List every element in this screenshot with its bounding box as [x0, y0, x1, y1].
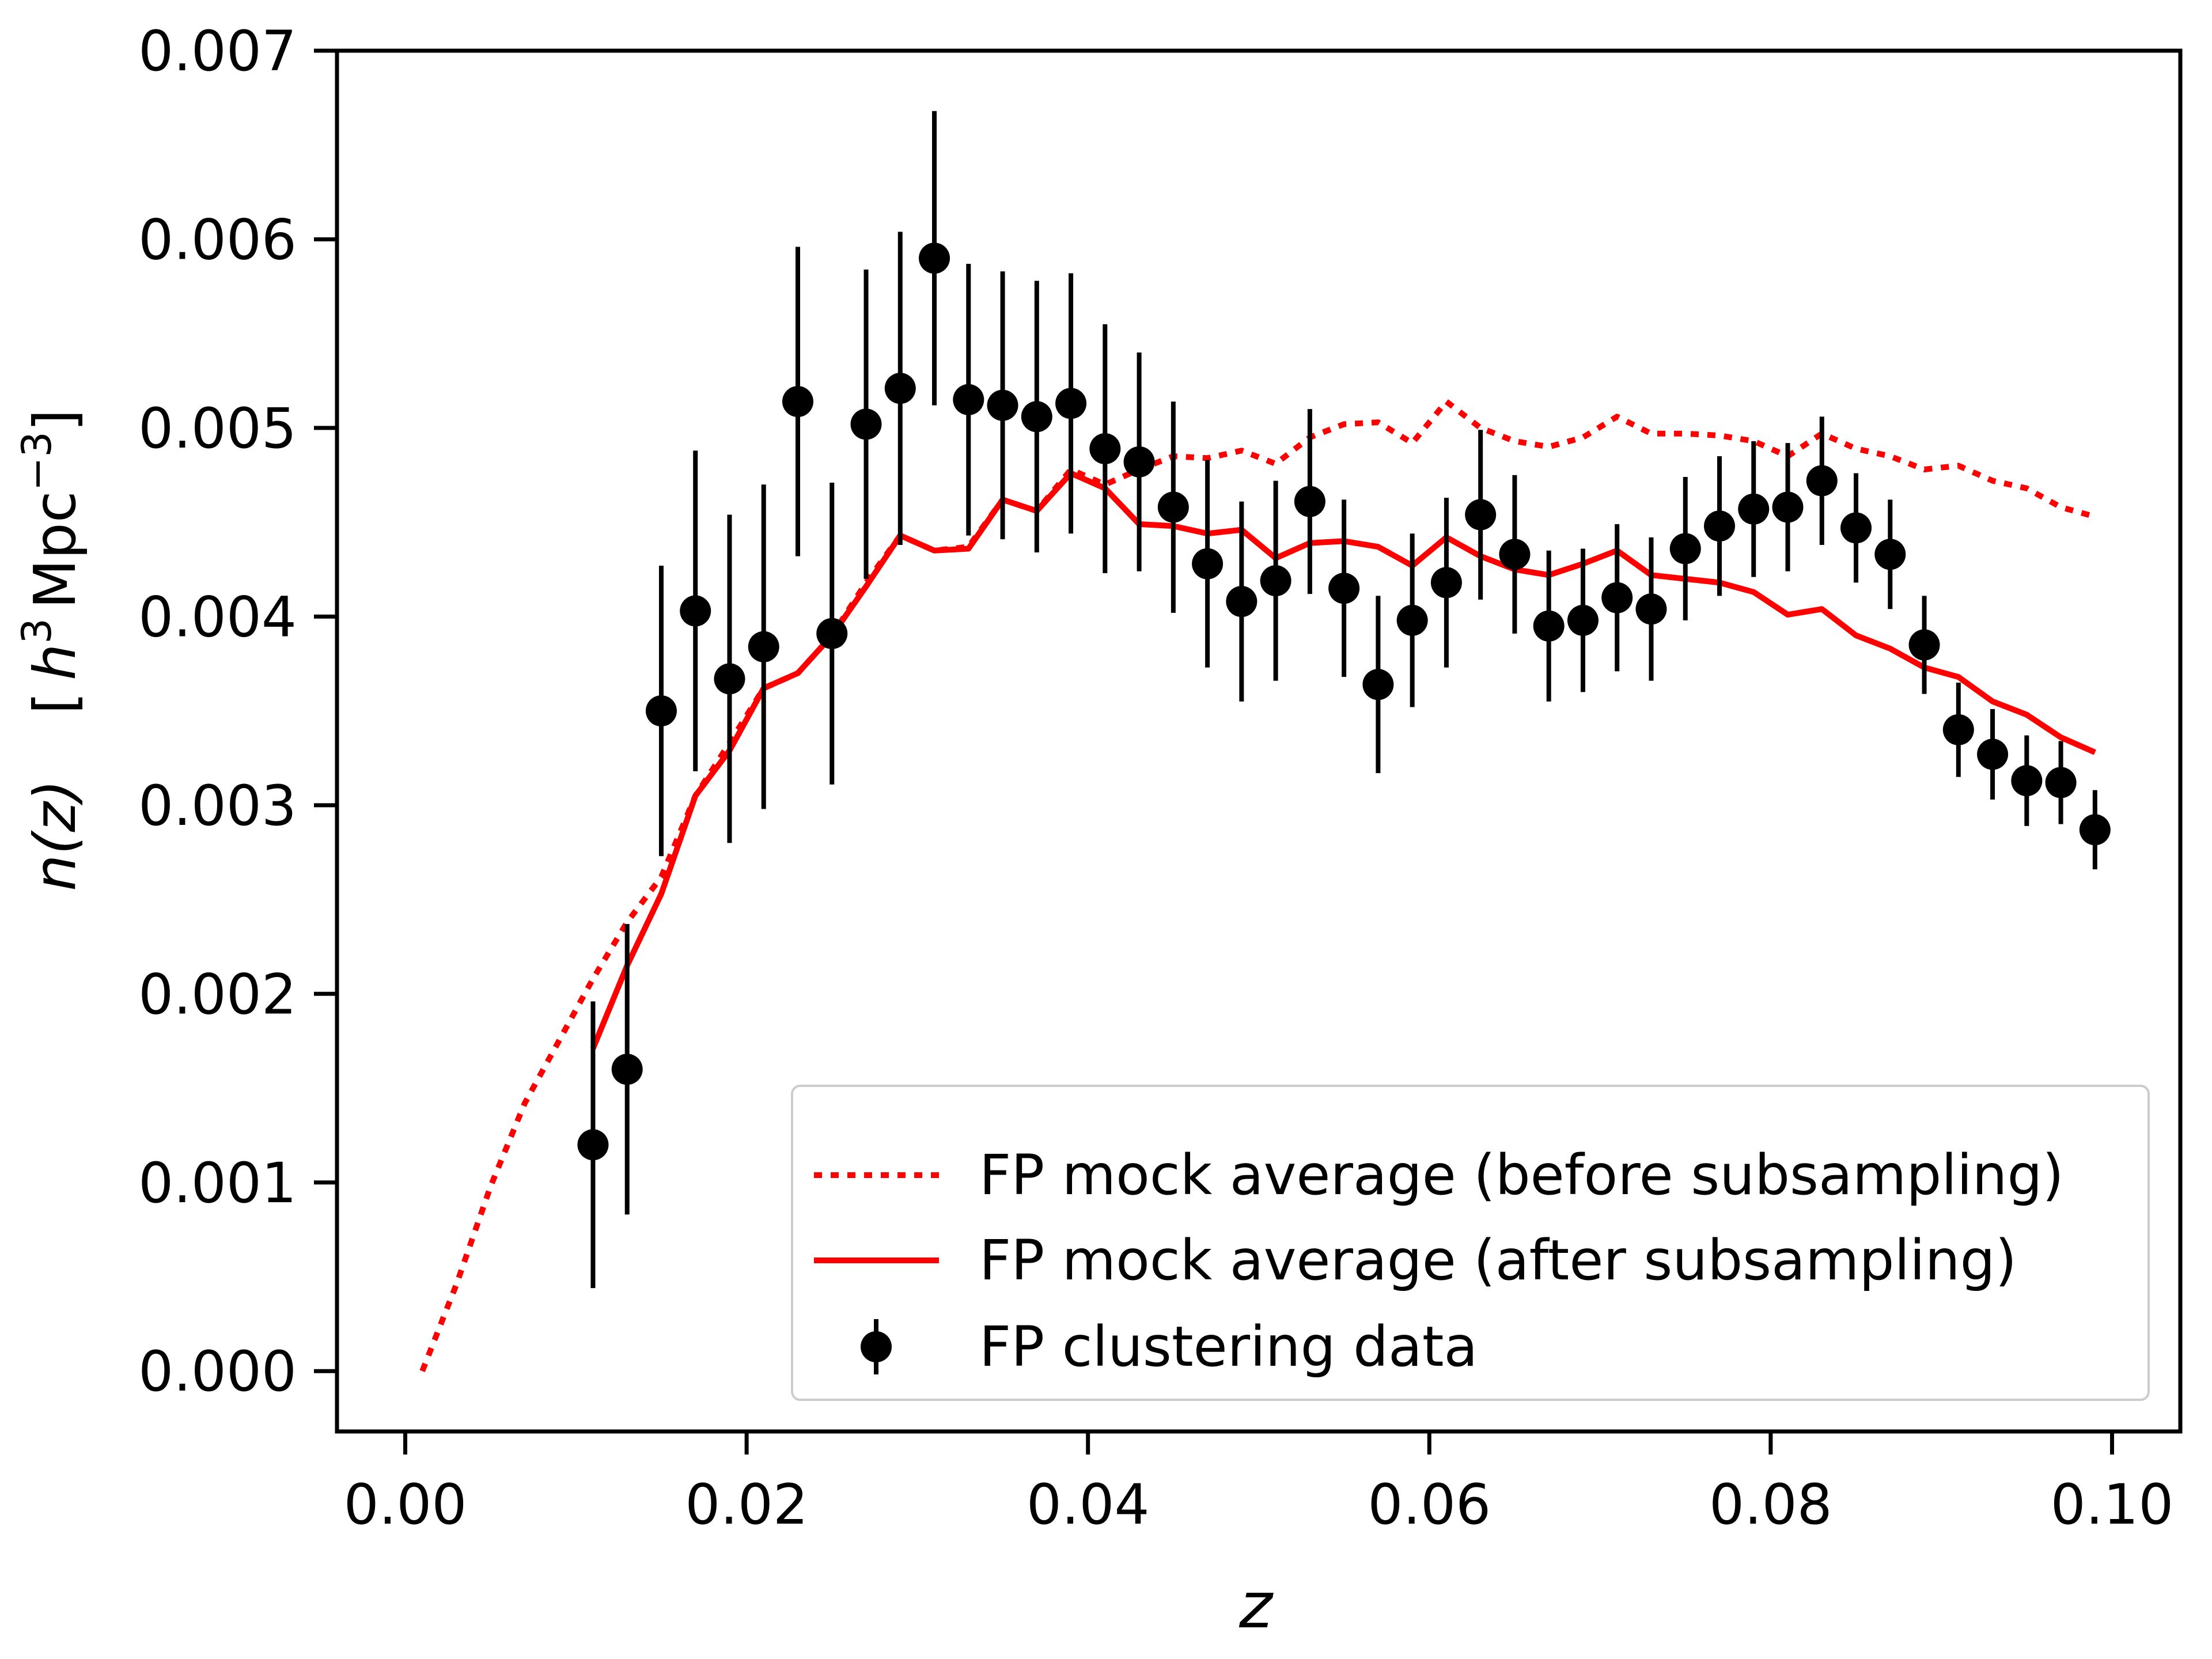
y-unit-h: h: [21, 644, 89, 680]
x-tick-label: 0.04: [1027, 1472, 1150, 1537]
legend-label-before: FP mock average (before subsampling): [979, 1143, 2064, 1207]
axes-frame: [335, 48, 2183, 1434]
legend-box: [791, 1085, 2150, 1401]
y-axis-title-main: n(z): [21, 779, 89, 891]
data-point: [1942, 714, 1974, 745]
y-unit-open: [: [21, 692, 89, 714]
data-point: [1840, 512, 1872, 544]
data-point: [816, 618, 848, 649]
data-point: [1465, 499, 1497, 531]
legend: FP mock average (before subsampling) FP …: [791, 1085, 2150, 1401]
data-point: [1704, 510, 1735, 542]
x-tick-label: 0.02: [685, 1472, 808, 1537]
data-point: [1089, 433, 1121, 464]
x-tick-label: 0.08: [1709, 1472, 1832, 1537]
y-tick-label: 0.001: [138, 1151, 297, 1215]
data-point: [1977, 738, 2009, 770]
data-point: [645, 695, 677, 727]
y-unit-close: ]: [21, 409, 89, 431]
data-point: [1601, 582, 1633, 613]
data-point: [1157, 491, 1189, 523]
y-tick-label: 0.004: [138, 585, 297, 649]
y-axis: 0.000 0.001 0.002 0.003 0.004 0.005 0.006 0.007: [138, 19, 337, 1404]
data-point: [884, 373, 916, 404]
data-point: [1669, 533, 1701, 565]
y-unit-h-exp: 3: [13, 618, 60, 644]
data-point: [1021, 401, 1052, 433]
y-axis-title: n(z) [ h3 Mpc−3]: [13, 409, 89, 891]
x-axis: 0.00 0.02 0.04 0.06 0.08 0.10: [344, 1431, 2174, 1537]
legend-label-data: FP clustering data: [979, 1315, 1478, 1379]
data-point: [1396, 604, 1428, 636]
data-point: [1874, 539, 1906, 570]
data-point: [1772, 491, 1804, 523]
data-point: [919, 243, 950, 274]
data-point: [577, 1129, 609, 1161]
data-point: [1328, 573, 1360, 604]
data-point: [748, 631, 779, 662]
data-point: [1362, 669, 1394, 700]
x-tick-label: 0.00: [344, 1472, 467, 1537]
data-point: [2011, 765, 2043, 797]
data-point: [1806, 465, 1838, 497]
x-tick-label: 0.10: [2051, 1472, 2174, 1537]
data-point: [1499, 539, 1531, 570]
y-unit-mpc: Mpc: [21, 491, 89, 609]
y-tick-label: 0.002: [138, 962, 297, 1027]
data-point: [1533, 610, 1565, 642]
y-unit-mpc-exp: −3: [13, 431, 60, 491]
legend-label-after: FP mock average (after subsampling): [979, 1228, 2017, 1293]
x-axis-title: z: [1238, 1569, 1274, 1642]
data-point: [1123, 446, 1155, 478]
data-point: [714, 663, 745, 695]
series-layer: [419, 111, 2111, 1373]
y-axis-unit: [ h3 Mpc−3]: [13, 409, 89, 714]
data-point: [1226, 586, 1257, 618]
y-tick-label: 0.006: [138, 207, 297, 272]
y-tick-label: 0.000: [138, 1339, 297, 1404]
data-point: [1192, 548, 1224, 579]
data-point: [1908, 629, 1940, 661]
data-point: [782, 386, 813, 418]
data-point: [2045, 767, 2077, 798]
data-point: [1567, 604, 1599, 636]
data-point: [2079, 814, 2111, 846]
data-point: [1055, 388, 1087, 419]
series-line-before-subsampling: [419, 399, 2096, 1373]
legend-swatch-data-marker: [861, 1331, 892, 1362]
data-point: [1430, 567, 1462, 599]
data-point: [953, 384, 984, 415]
data-point: [611, 1054, 643, 1085]
data-point: [1260, 565, 1291, 597]
data-point: [1294, 486, 1325, 517]
data-point: [987, 389, 1018, 421]
y-tick-label: 0.005: [138, 396, 297, 461]
data-point: [1738, 493, 1770, 525]
y-tick-label: 0.003: [138, 774, 297, 838]
y-tick-label: 0.007: [138, 19, 297, 84]
data-point: [850, 408, 882, 440]
x-tick-label: 0.06: [1368, 1472, 1491, 1537]
data-point: [680, 595, 711, 627]
data-point: [1635, 593, 1667, 625]
